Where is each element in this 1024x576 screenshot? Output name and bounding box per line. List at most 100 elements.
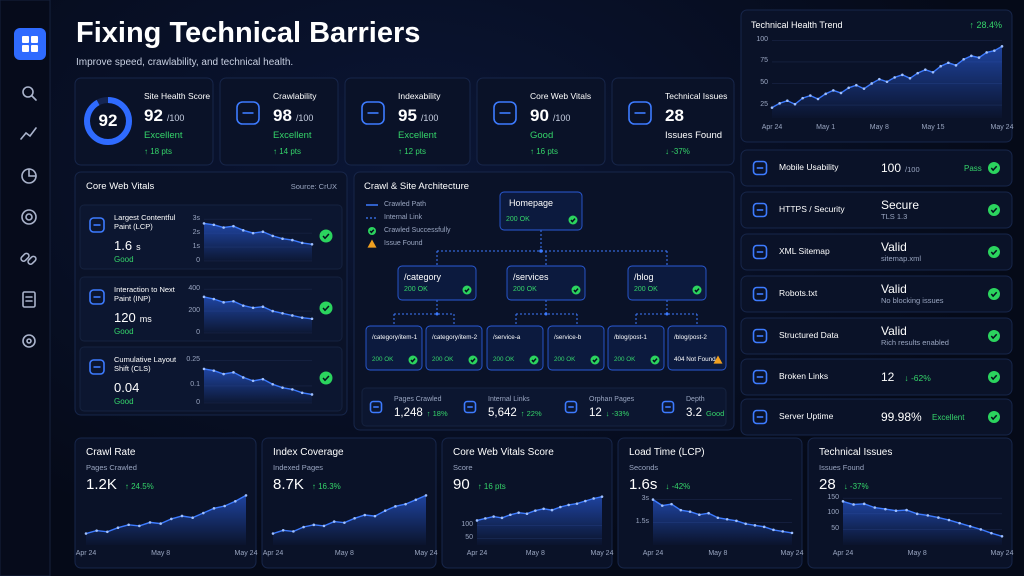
- point: [424, 494, 428, 497]
- point: [1000, 534, 1004, 538]
- check-row-icon: [752, 202, 768, 218]
- x-tick-label: May 8: [708, 550, 728, 557]
- point: [232, 299, 235, 303]
- trend-subtitle: Indexed Pages: [273, 463, 324, 472]
- x-tick-label: May 15: [921, 124, 945, 131]
- y-tick-label: 50: [831, 524, 839, 532]
- point: [770, 106, 774, 109]
- check-icon: [988, 371, 1000, 383]
- nav-search[interactable]: [22, 86, 37, 101]
- y-tick-label: 150: [827, 493, 839, 501]
- nav-reports[interactable]: [21, 168, 37, 184]
- kpi-value-row: 95/100: [398, 106, 438, 126]
- point: [847, 86, 850, 90]
- check-mark: [322, 233, 330, 240]
- point: [500, 516, 504, 520]
- check-change: ↓ -62%: [904, 373, 931, 383]
- point: [222, 301, 225, 304]
- gauge-value: 92: [98, 111, 118, 130]
- trend-title: Technical Health Trend: [751, 20, 843, 30]
- crawl-node: [627, 265, 707, 301]
- node-status: 200 OK: [634, 286, 658, 293]
- point: [310, 242, 314, 246]
- point: [542, 507, 545, 511]
- point: [271, 309, 275, 313]
- point: [116, 526, 120, 529]
- nav-settings[interactable]: [22, 334, 36, 348]
- point: [251, 379, 255, 383]
- area: [653, 499, 792, 545]
- y-tick-label: 50: [465, 534, 473, 542]
- x-tick-label: Apr 24: [75, 550, 97, 557]
- point: [241, 229, 245, 232]
- check-unit: /100: [905, 165, 920, 174]
- point: [222, 226, 225, 229]
- point: [809, 94, 812, 97]
- stat-value: 12: [589, 407, 602, 419]
- point: [404, 502, 407, 506]
- kpi-card: [476, 77, 606, 166]
- crawl-node: [397, 265, 477, 301]
- stat-change: ↓ -33%: [605, 409, 630, 418]
- page-subtitle: Improve speed, crawlability, and technic…: [76, 57, 294, 68]
- point: [191, 516, 194, 520]
- point: [271, 382, 275, 386]
- node-label: /category/item-1: [372, 334, 418, 341]
- point: [970, 54, 973, 58]
- cwv-icon: [89, 289, 105, 305]
- point: [753, 524, 757, 527]
- point: [202, 295, 206, 299]
- nav-goals[interactable]: [21, 209, 37, 225]
- point: [781, 530, 785, 533]
- cwv-name: Interaction to Next Paint (INP): [114, 285, 175, 303]
- stat-value-row: 12 ↓ -33%: [589, 407, 629, 419]
- point: [300, 241, 304, 245]
- kpi-change: ↓ -37%: [665, 147, 690, 156]
- nav-analytics[interactable]: [20, 127, 37, 140]
- trend-change: ↑ 24.5%: [124, 482, 154, 491]
- point: [241, 376, 245, 379]
- stat-value-row: 1,248 ↑ 18%: [394, 407, 448, 419]
- point: [261, 377, 265, 381]
- check-mark: [990, 414, 998, 421]
- y-tick-label: 0.1: [190, 381, 200, 389]
- point: [870, 82, 873, 85]
- point: [962, 58, 965, 61]
- trend-title: Core Web Vitals Score: [453, 447, 554, 458]
- legend-label: Issue Found: [384, 239, 423, 247]
- point: [688, 510, 692, 513]
- check-row: [740, 191, 1013, 229]
- nav-docs[interactable]: [22, 291, 36, 308]
- legend-label: Internal Link: [384, 213, 423, 221]
- nav-dashboard[interactable]: [14, 28, 46, 60]
- check-icon: [988, 246, 1000, 258]
- point: [353, 517, 356, 520]
- point: [291, 238, 294, 242]
- cwv-value: 1.6: [114, 238, 133, 253]
- point: [281, 237, 284, 240]
- point: [698, 513, 701, 517]
- point: [271, 234, 275, 238]
- legend-label: Crawled Successfully: [384, 226, 451, 234]
- point: [990, 531, 993, 535]
- point: [832, 89, 835, 92]
- nav-links[interactable]: [20, 252, 37, 266]
- check-value-row: Valid: [881, 282, 907, 296]
- point: [762, 525, 766, 529]
- check-mark: [990, 249, 998, 256]
- point: [244, 494, 248, 497]
- kpi-status: Issues Found: [665, 130, 723, 141]
- stat-icon: [661, 400, 675, 414]
- x-tick-label: Apr 24: [262, 550, 284, 557]
- check-badge: Pass: [964, 164, 982, 173]
- y-tick-label: 25: [760, 100, 768, 108]
- trend-value: 1.6s: [629, 476, 658, 493]
- check-mark: [369, 229, 375, 234]
- check-label: Broken Links: [779, 371, 829, 381]
- trend-change: ↑ 28.4%: [969, 20, 1002, 30]
- check-row: [740, 149, 1013, 187]
- trend-title: Load Time (LCP): [629, 447, 705, 458]
- stat-value: 5,642: [488, 407, 517, 419]
- cwv-value-row: 1.6 s: [114, 238, 141, 253]
- check-row-icon: [752, 160, 768, 176]
